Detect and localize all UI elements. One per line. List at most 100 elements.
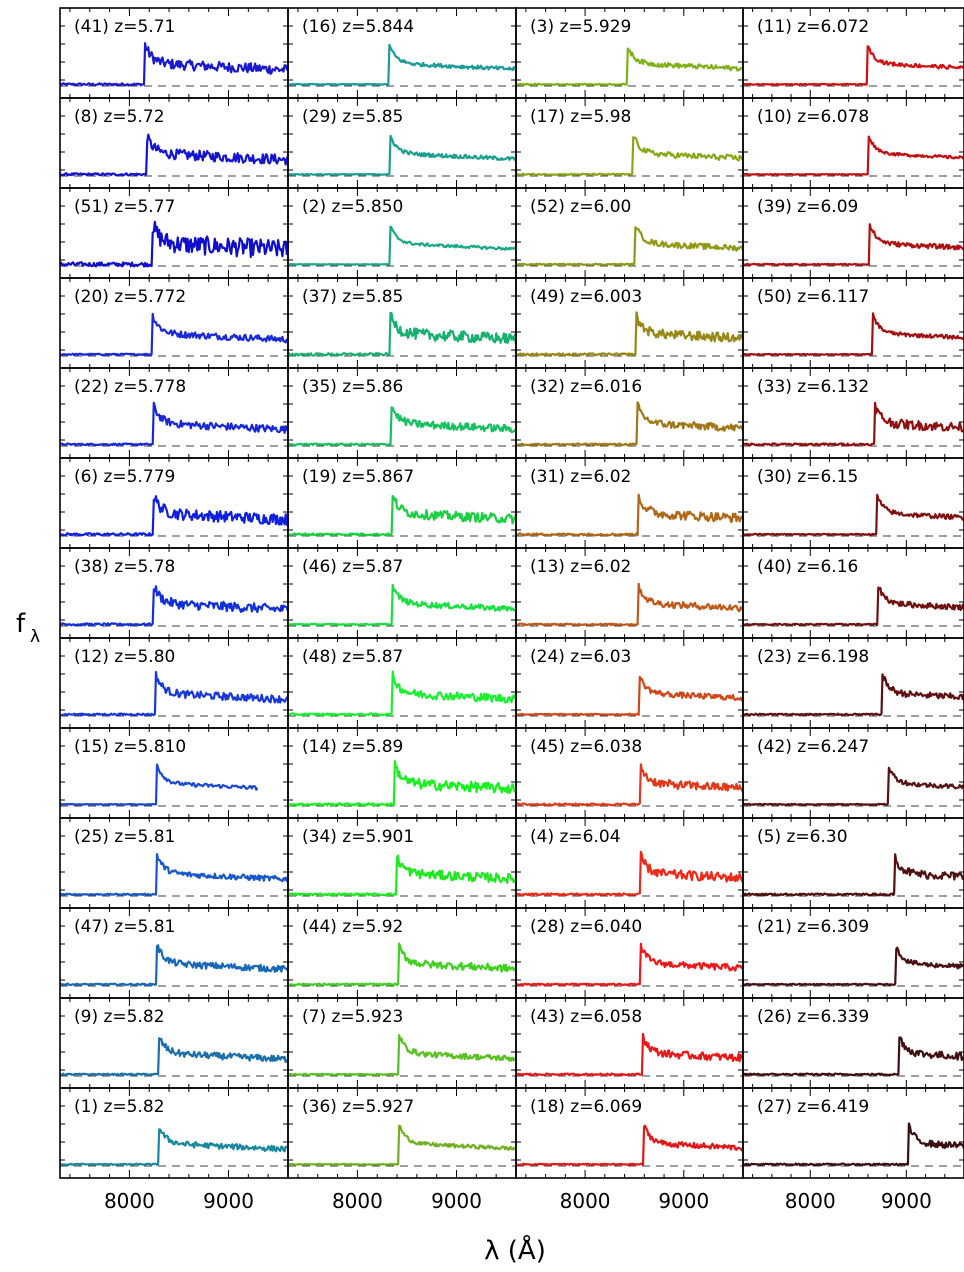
spectrum-line: [515, 763, 744, 807]
panel: (14) z=5.89: [287, 727, 517, 819]
spectrum-line: [287, 854, 517, 897]
panel-label: (19) z=5.867: [302, 467, 414, 487]
panel-label: (48) z=5.87: [302, 647, 403, 667]
spectrum-line: [742, 312, 964, 356]
spectrum-line: [742, 1036, 964, 1077]
panel: (47) z=5.81: [59, 907, 289, 999]
spectrum-line: [742, 401, 964, 447]
spectrum-line: [288, 583, 517, 627]
panel-label: (31) z=6.02: [530, 467, 631, 487]
spectrum-line: [515, 582, 744, 627]
spectrum-line: [515, 675, 744, 717]
panel: (19) z=5.867: [287, 457, 517, 549]
panel: (13) z=6.02: [515, 547, 744, 639]
x-tick-label: 8000: [560, 1189, 611, 1213]
panel-label: (12) z=5.80: [74, 647, 175, 667]
panel: (45) z=6.038: [515, 727, 744, 819]
panel-label: (43) z=6.058: [530, 1007, 642, 1027]
spectrum-line: [515, 401, 744, 447]
panel-label: (6) z=5.779: [74, 467, 175, 487]
panel: (11) z=6.072: [742, 7, 964, 99]
spectrum-line: [287, 311, 517, 357]
spectrum-line: [515, 226, 744, 267]
panel-label: (38) z=5.78: [74, 557, 175, 577]
spectrum-line: [59, 133, 289, 177]
panel: (41) z=5.71: [59, 7, 289, 99]
spectrum-line: [515, 493, 744, 537]
spectrum-line: [515, 1032, 744, 1077]
panel-label: (18) z=6.069: [530, 1097, 642, 1117]
panel: (23) z=6.198: [742, 637, 964, 729]
panel: (33) z=6.132: [742, 367, 964, 459]
panel-label: (25) z=5.81: [74, 827, 175, 847]
panel: (36) z=5.927: [287, 1087, 517, 1179]
panel: (32) z=6.016: [515, 367, 744, 459]
panel-label: (4) z=6.04: [530, 827, 621, 847]
spectrum-line: [287, 494, 517, 537]
panel: (17) z=5.98: [515, 97, 744, 189]
spectrum-line: [742, 946, 964, 987]
panel: (18) z=6.069: [515, 1087, 744, 1179]
panel: (52) z=6.00: [515, 187, 744, 279]
panel-label: (26) z=6.339: [757, 1007, 869, 1027]
panel: (30) z=6.15: [742, 457, 964, 549]
panel-label: (33) z=6.132: [757, 377, 869, 397]
panel-label: (2) z=5.850: [302, 197, 403, 217]
panel: (24) z=6.03: [515, 637, 744, 729]
x-tick-label: 8000: [104, 1189, 155, 1213]
spectrum-line: [515, 850, 744, 897]
spectrum-line: [742, 673, 964, 717]
panel-label: (11) z=6.072: [757, 17, 869, 37]
panel-label: (39) z=6.09: [757, 197, 858, 217]
spectrum-line: [59, 670, 289, 717]
panel: (16) z=5.844: [287, 7, 517, 99]
spectrum-line: [59, 1128, 288, 1167]
panel: (21) z=6.309: [742, 907, 964, 999]
panel: (26) z=6.339: [742, 997, 964, 1089]
panel: (7) z=5.923: [287, 997, 517, 1089]
panel-label: (36) z=5.927: [302, 1097, 414, 1117]
spectrum-line: [287, 670, 517, 717]
panel-label: (41) z=5.71: [74, 17, 175, 37]
panel-label: (50) z=6.117: [757, 287, 869, 307]
panel-label: (49) z=6.003: [530, 287, 642, 307]
panel: (27) z=6.419: [742, 1087, 964, 1179]
panel: (2) z=5.850: [287, 187, 517, 279]
x-tick-label: 9000: [881, 1189, 932, 1213]
panel-label: (7) z=5.923: [302, 1007, 403, 1027]
panel: (6) z=5.779: [59, 457, 289, 549]
panel-label: (44) z=5.92: [302, 917, 403, 937]
panel-label: (28) z=6.040: [530, 917, 642, 937]
panel: (4) z=6.04: [515, 817, 744, 909]
panel-label: (24) z=6.03: [530, 647, 631, 667]
panel-label: (27) z=6.419: [757, 1097, 869, 1117]
spectrum-line: [515, 1124, 744, 1167]
panel-grid: (41) z=5.71 (8) z=5.72 (51) z=5.77 (20) z=5…: [59, 7, 964, 1213]
panel-label: (51) z=5.77: [74, 197, 175, 217]
axis-labels: f λ λ (Å): [16, 609, 546, 1266]
panel-label: (20) z=5.772: [74, 287, 186, 307]
panel-label: (52) z=6.00: [530, 197, 631, 217]
spectrum-line: [742, 223, 964, 266]
spectrum-line: [515, 311, 744, 357]
y-axis-label: f: [16, 609, 26, 639]
panel: (50) z=6.117: [742, 277, 964, 369]
y-axis-label-subscript: λ: [30, 627, 40, 647]
x-tick-label: 9000: [203, 1189, 254, 1213]
x-tick-label: 9000: [658, 1189, 709, 1213]
panel: (28) z=6.040: [515, 907, 744, 999]
spectrum-line: [287, 43, 517, 86]
panel-label: (29) z=5.85: [302, 107, 403, 127]
panel: (29) z=5.85: [287, 97, 517, 189]
panel: (22) z=5.778: [59, 367, 289, 459]
panel-label: (15) z=5.810: [74, 737, 186, 757]
panel: (34) z=5.901: [287, 817, 517, 909]
spectrum-line: [742, 586, 964, 627]
panel: (44) z=5.92: [287, 907, 517, 999]
panel: (5) z=6.30: [742, 817, 964, 909]
panel-label: (45) z=6.038: [530, 737, 642, 757]
x-tick-label: 8000: [785, 1189, 836, 1213]
spectrum-line: [742, 493, 964, 537]
panel: (40) z=6.16: [742, 547, 964, 639]
